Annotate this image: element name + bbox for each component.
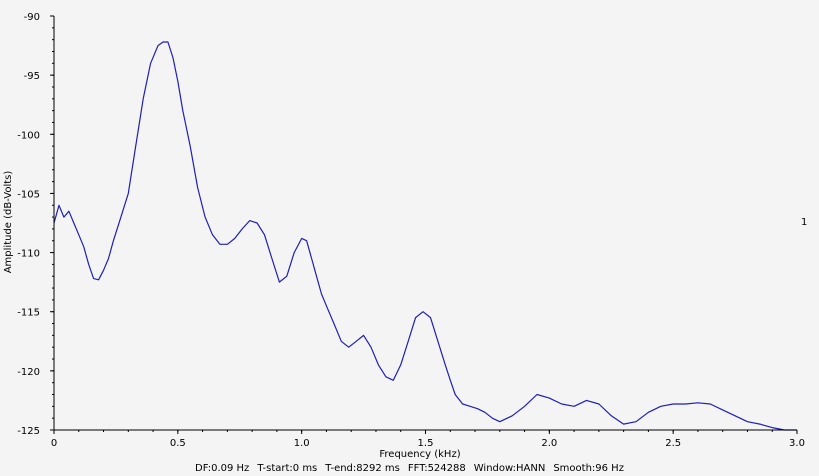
plot-area	[53, 41, 797, 431]
status-t-start: T-start:0 ms	[257, 463, 318, 474]
y-tick-label: -110	[17, 249, 40, 260]
y-tick-label: -105	[17, 189, 40, 200]
y-tick-label: -90	[24, 12, 40, 23]
status-t-end: T-end:8292 ms	[325, 463, 400, 474]
series-line	[53, 41, 797, 431]
y-axis: -90 -95 -100 -105 -110 -115 -120 -125	[17, 12, 55, 437]
y-tick-label: -115	[17, 308, 40, 319]
status-df: DF:0.09 Hz	[195, 463, 250, 474]
x-tick-label: 2.5	[665, 438, 681, 449]
x-tick-label: 3.0	[789, 438, 805, 449]
status-fft: FFT:524288	[407, 463, 466, 474]
x-tick-label: 1.5	[418, 438, 434, 449]
spectrum-chart: 0 0.5 1.0 1.5 2.0 2.5 3.0 -90 -95 -100 -105 -110 -1…	[3, 12, 807, 460]
status-smooth: Smooth:96 Hz	[553, 463, 624, 474]
x-tick-label: 0.5	[170, 438, 186, 449]
x-axis: 0 0.5 1.0 1.5 2.0 2.5 3.0	[51, 429, 805, 449]
x-axis-title: Frequency (kHz)	[379, 449, 460, 460]
y-tick-label: -125	[17, 426, 40, 437]
series-label: 1	[801, 217, 807, 228]
y-tick-label: -120	[17, 367, 40, 378]
y-axis-title: Amplitude (dB-Volts)	[3, 171, 14, 274]
x-tick-label: 2.0	[541, 438, 557, 449]
x-tick-label: 1.0	[294, 438, 310, 449]
status-bar: DF:0.09 Hz T-start:0 ms T-end:8292 ms FFT:5…	[0, 461, 819, 476]
x-tick-label: 0	[51, 438, 57, 449]
y-tick-label: -100	[17, 130, 40, 141]
status-window: Window:HANN	[473, 463, 546, 474]
y-tick-label: -95	[24, 71, 40, 82]
